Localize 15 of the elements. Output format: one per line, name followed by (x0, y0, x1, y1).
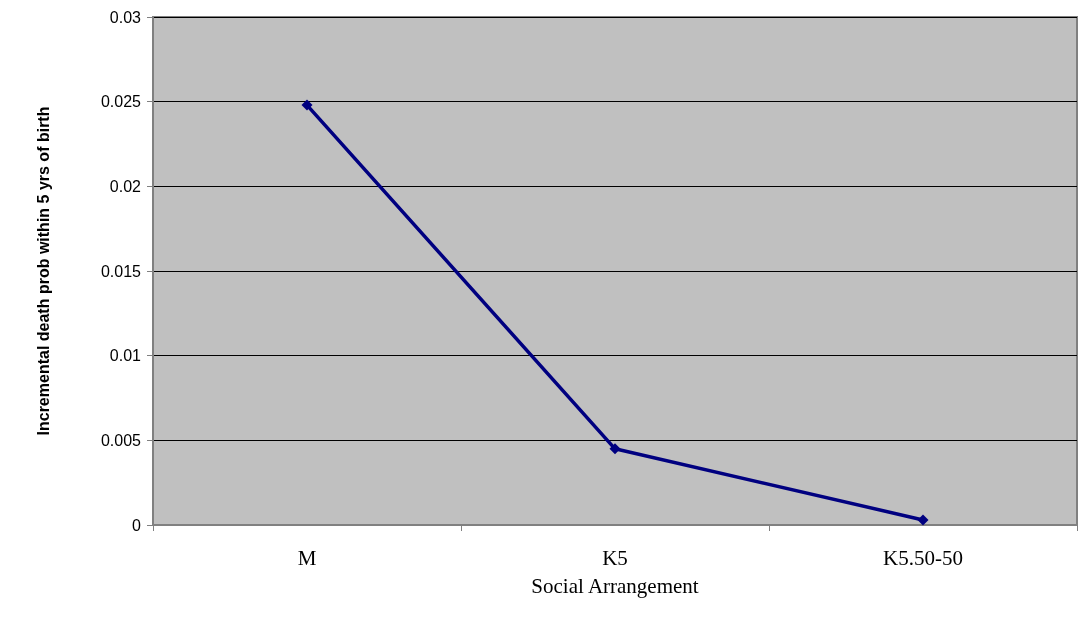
x-tick-label: K5.50-50 (883, 545, 963, 570)
y-tick-label: 0 (132, 516, 142, 534)
point (301, 99, 313, 111)
y-tick-label: 0.02 (109, 177, 142, 195)
y-tick-label: 0.015 (100, 262, 142, 280)
y-tick-label: 0.005 (100, 431, 142, 449)
x-tick-label: K5 (602, 545, 628, 570)
y-tick-label: 0.025 (100, 93, 142, 111)
y-axis-title: Incremental death prob within 5 yrs of birth (34, 106, 52, 436)
point (917, 514, 929, 526)
y-tick-label: 0.01 (109, 347, 142, 365)
point (609, 443, 621, 455)
x-tick-label: M (297, 545, 317, 570)
x-axis-title: Social Arrangement (531, 573, 699, 598)
y-tick-label: 0.03 (109, 8, 142, 26)
